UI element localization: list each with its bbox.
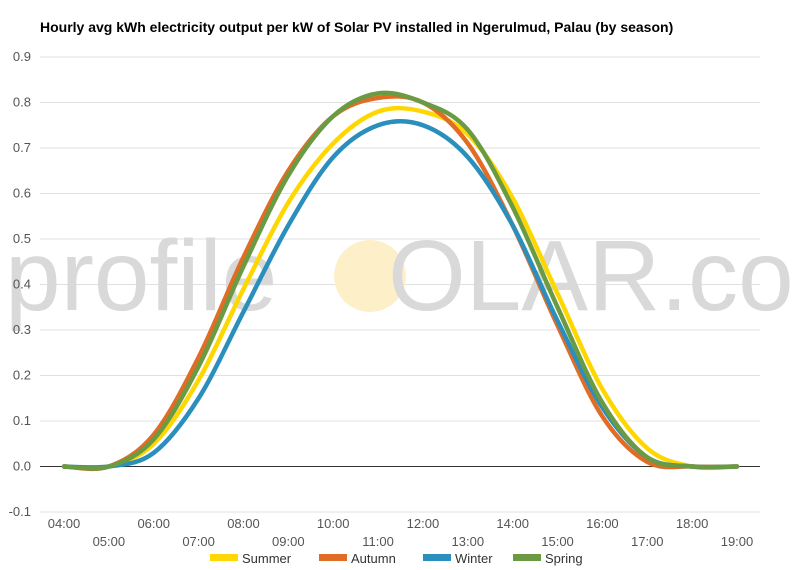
x-tick-label: 04:00 <box>48 516 81 531</box>
chart-title: Hourly avg kWh electricity output per kW… <box>40 19 674 35</box>
x-tick-label: 18:00 <box>676 516 709 531</box>
x-tick-label: 19:00 <box>721 534 754 549</box>
y-tick-label: 0.6 <box>13 186 31 201</box>
x-tick-label: 10:00 <box>317 516 350 531</box>
legend-item-autumn: Autumn <box>319 551 396 566</box>
watermark: profile S OLAR.com <box>5 220 800 332</box>
legend-item-spring: Spring <box>513 551 583 566</box>
legend-item-winter: Winter <box>423 551 493 566</box>
legend-label: Winter <box>455 551 493 566</box>
x-tick-label: 13:00 <box>452 534 485 549</box>
y-tick-label: 0.5 <box>13 231 31 246</box>
x-axis: 04:00 05:00 06:00 07:00 08:00 09:00 10:00 11:00… <box>48 516 754 549</box>
x-tick-label: 16:00 <box>586 516 619 531</box>
y-tick-label: 0.0 <box>13 459 31 474</box>
legend-label: Autumn <box>351 551 396 566</box>
series-line-summer <box>61 105 740 471</box>
legend-swatch <box>319 554 347 561</box>
x-tick-label: 06:00 <box>137 516 170 531</box>
y-axis: -0.1 0.0 0.1 0.2 0.3 0.4 0.5 0.6 0.7 0.8 0.9 <box>9 49 31 519</box>
legend-swatch <box>423 554 451 561</box>
x-tick-label: 08:00 <box>227 516 260 531</box>
legend-label: Summer <box>242 551 292 566</box>
y-tick-label: 0.7 <box>13 140 31 155</box>
y-tick-label: 0.2 <box>13 368 31 383</box>
x-tick-label: 12:00 <box>407 516 440 531</box>
watermark-text-sun: S <box>322 220 389 332</box>
y-tick-label: 0.9 <box>13 49 31 64</box>
y-tick-label: 0.3 <box>13 322 31 337</box>
grid-lines <box>40 56 760 513</box>
x-tick-label: 15:00 <box>541 534 574 549</box>
watermark-text-right: OLAR.com <box>388 220 800 332</box>
x-tick-label: 07:00 <box>182 534 215 549</box>
y-tick-label: -0.1 <box>9 504 31 519</box>
x-tick-label: 17:00 <box>631 534 664 549</box>
y-tick-label: 0.4 <box>13 277 31 292</box>
legend: Summer Autumn Winter Spring <box>210 551 583 566</box>
x-tick-label: 05:00 <box>93 534 126 549</box>
series-lines <box>61 90 740 472</box>
legend-item-summer: Summer <box>210 551 292 566</box>
x-tick-label: 09:00 <box>272 534 305 549</box>
legend-label: Spring <box>545 551 583 566</box>
y-tick-label: 0.8 <box>13 95 31 110</box>
watermark-sun-icon <box>334 240 406 312</box>
legend-swatch <box>210 554 238 561</box>
x-tick-label: 11:00 <box>362 534 394 549</box>
x-tick-label: 14:00 <box>496 516 529 531</box>
series-line-spring <box>61 90 740 471</box>
y-tick-label: 0.1 <box>13 413 31 428</box>
legend-swatch <box>513 554 541 561</box>
